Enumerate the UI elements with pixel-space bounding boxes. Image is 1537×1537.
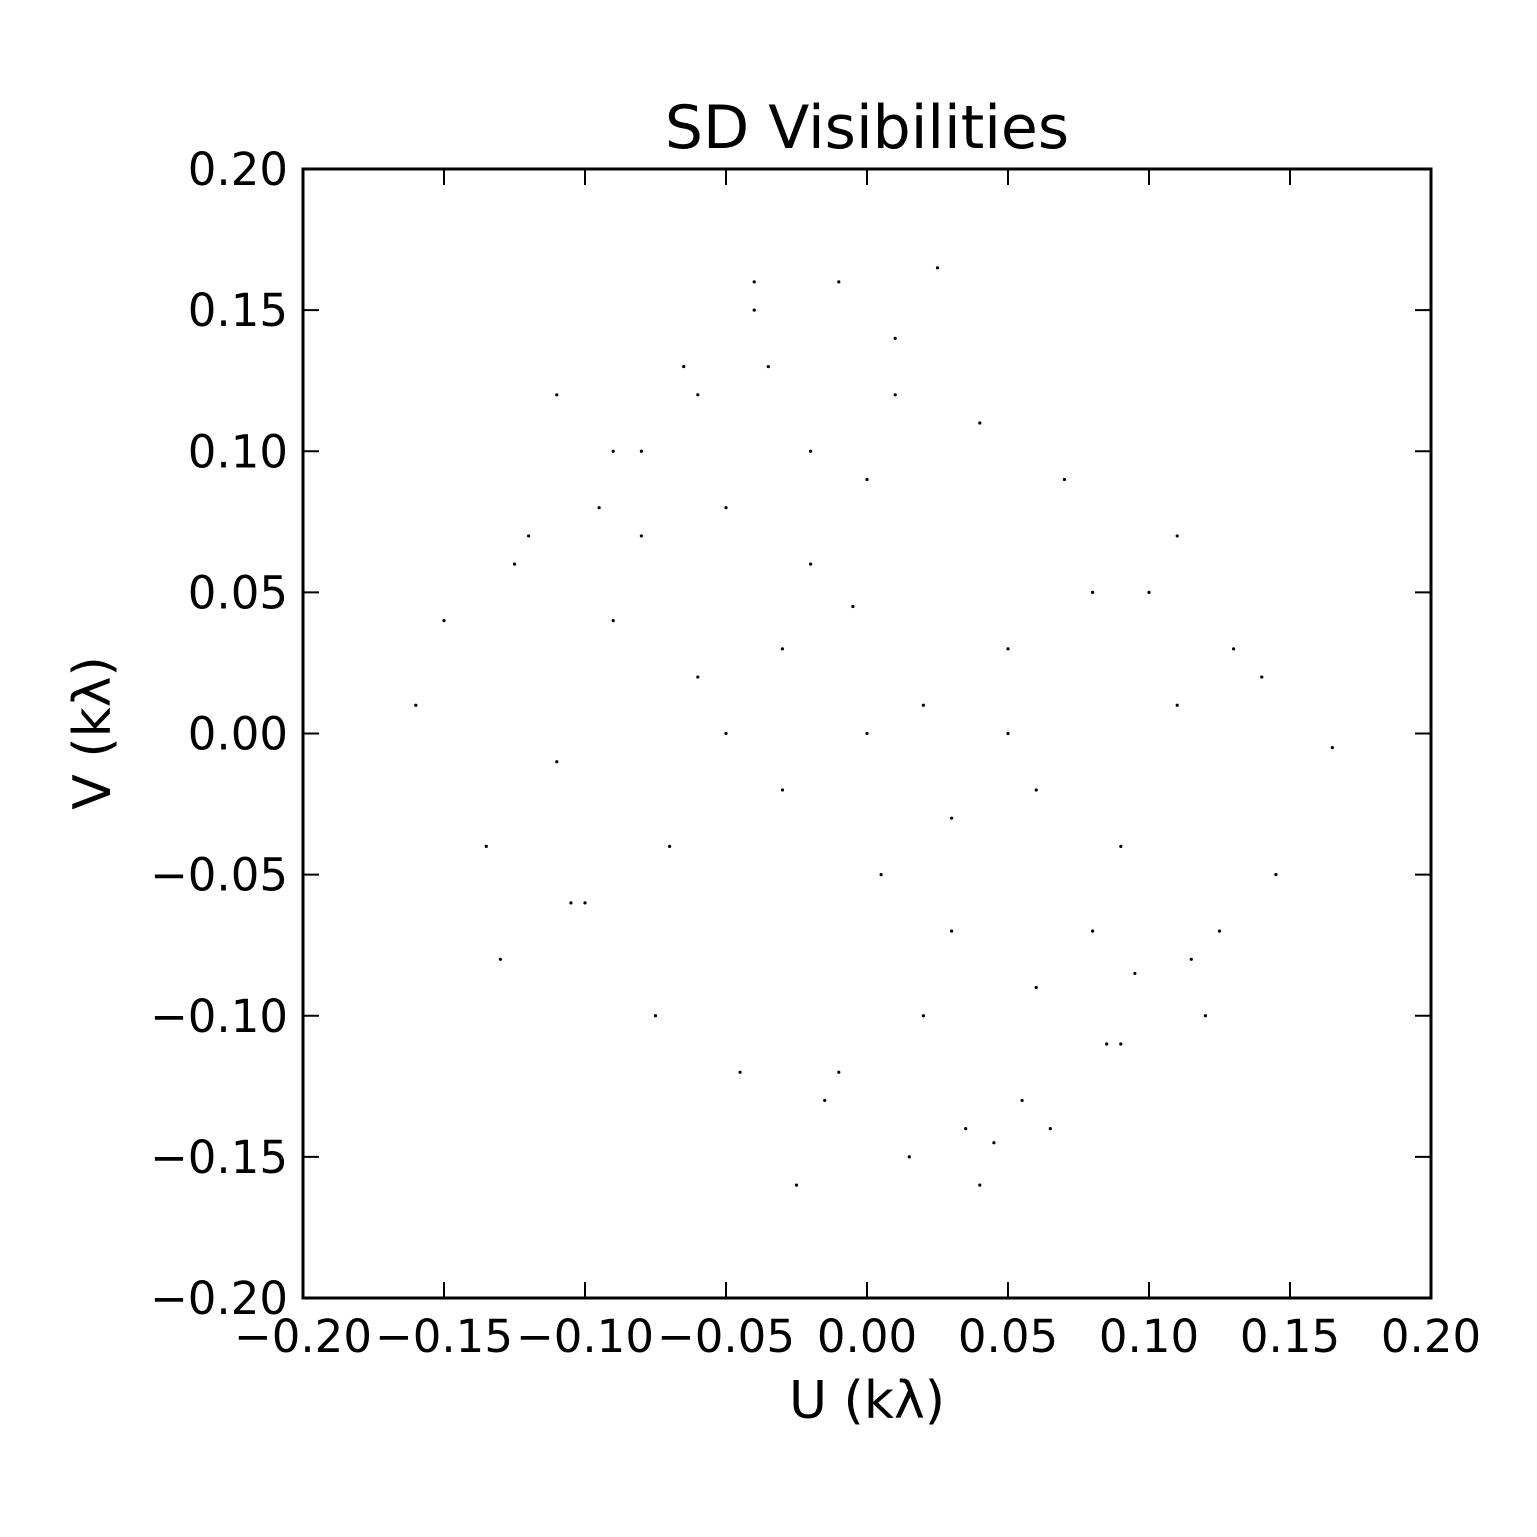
data-point (724, 731, 728, 736)
data-point (442, 619, 446, 623)
axis-ticks: −0.20 −0.15 −0.10 −0.05 0.00 0.05 0.10 0.15 0.20… (150, 143, 1481, 1363)
x-tick-label: −0.10 (516, 1310, 654, 1363)
data-point (724, 506, 728, 510)
data-point (1091, 590, 1095, 594)
data-point (569, 901, 573, 905)
data-point (1119, 844, 1123, 849)
x-tick-label: 0.00 (817, 1310, 917, 1363)
data-point (823, 1098, 827, 1103)
data-point (1034, 788, 1038, 792)
data-point (611, 449, 615, 453)
x-tick-label: −0.05 (657, 1310, 795, 1363)
data-point (1062, 477, 1066, 482)
y-tick-label: 0.05 (188, 566, 288, 619)
data-point (639, 449, 644, 453)
x-tick-label: 0.20 (1381, 1310, 1481, 1363)
x-tick-label: 0.05 (958, 1310, 1058, 1363)
y-tick-label: 0.20 (188, 143, 288, 196)
data-point (484, 844, 488, 849)
data-point (752, 308, 756, 312)
data-point (1048, 1127, 1052, 1131)
data-point (653, 1014, 658, 1018)
data-point (512, 562, 517, 566)
y-tick-label: −0.20 (150, 1272, 288, 1325)
data-point (639, 534, 644, 538)
data-point (1175, 703, 1179, 707)
chart-title: SD Visibilities (665, 93, 1069, 163)
data-point (780, 647, 785, 651)
data-point (1034, 985, 1038, 990)
data-point (837, 1070, 841, 1074)
y-tick-label: 0.10 (188, 425, 288, 478)
data-point (668, 844, 672, 849)
data-point (1133, 971, 1137, 976)
scatter-points (414, 266, 1334, 1187)
x-tick-label: −0.15 (375, 1310, 513, 1363)
data-point (978, 1183, 982, 1187)
data-point (1006, 731, 1010, 736)
data-point (992, 1141, 996, 1145)
data-point (1232, 647, 1236, 651)
data-point (950, 816, 954, 820)
y-tick-label: −0.15 (150, 1131, 288, 1184)
data-point (555, 760, 559, 764)
data-point (1119, 1042, 1123, 1046)
data-point (527, 534, 531, 538)
data-point (414, 703, 418, 707)
x-tick-label: 0.15 (1240, 1310, 1340, 1363)
data-point (738, 1070, 742, 1074)
data-point (893, 336, 897, 340)
data-point (907, 1155, 911, 1159)
x-tick-label: −0.20 (234, 1310, 372, 1363)
data-point (1274, 873, 1278, 877)
data-point (682, 364, 686, 369)
data-point (1175, 534, 1179, 538)
data-point (1260, 675, 1264, 679)
data-point (1006, 647, 1010, 651)
data-point (809, 562, 813, 566)
y-tick-label: 0.15 (188, 284, 288, 337)
y-tick-label: 0.00 (188, 708, 288, 761)
y-tick-label: −0.10 (150, 990, 288, 1043)
data-point (950, 929, 954, 933)
data-point (978, 421, 982, 425)
data-point (780, 788, 785, 792)
data-point (752, 280, 756, 284)
data-point (809, 449, 813, 453)
data-point (583, 901, 587, 905)
data-point (597, 506, 601, 510)
data-point (879, 873, 883, 877)
data-point (921, 1014, 926, 1018)
data-point (766, 364, 770, 369)
data-point (696, 393, 700, 397)
data-point (1330, 746, 1334, 750)
data-point (1217, 929, 1222, 933)
data-point (851, 604, 855, 609)
data-point (1091, 929, 1095, 933)
data-point (696, 675, 700, 679)
x-tick-label: 0.10 (1099, 1310, 1199, 1363)
y-axis-label: V (kλ) (63, 656, 123, 810)
data-point (935, 266, 940, 270)
data-point (921, 703, 926, 707)
data-point (1105, 1042, 1109, 1046)
data-point (865, 477, 869, 482)
x-axis-label: U (kλ) (789, 1371, 945, 1431)
data-point (837, 280, 841, 284)
data-point (1203, 1014, 1207, 1018)
data-point (498, 957, 502, 961)
data-point (611, 619, 615, 623)
data-point (964, 1127, 968, 1131)
data-point (1020, 1098, 1024, 1103)
data-point (1147, 590, 1151, 594)
y-tick-label: −0.05 (150, 849, 288, 902)
data-point (893, 393, 897, 397)
data-point (794, 1183, 799, 1187)
data-point (555, 393, 559, 397)
data-point (1189, 957, 1193, 961)
data-point (865, 731, 869, 736)
plot-frame (301, 167, 1433, 1300)
